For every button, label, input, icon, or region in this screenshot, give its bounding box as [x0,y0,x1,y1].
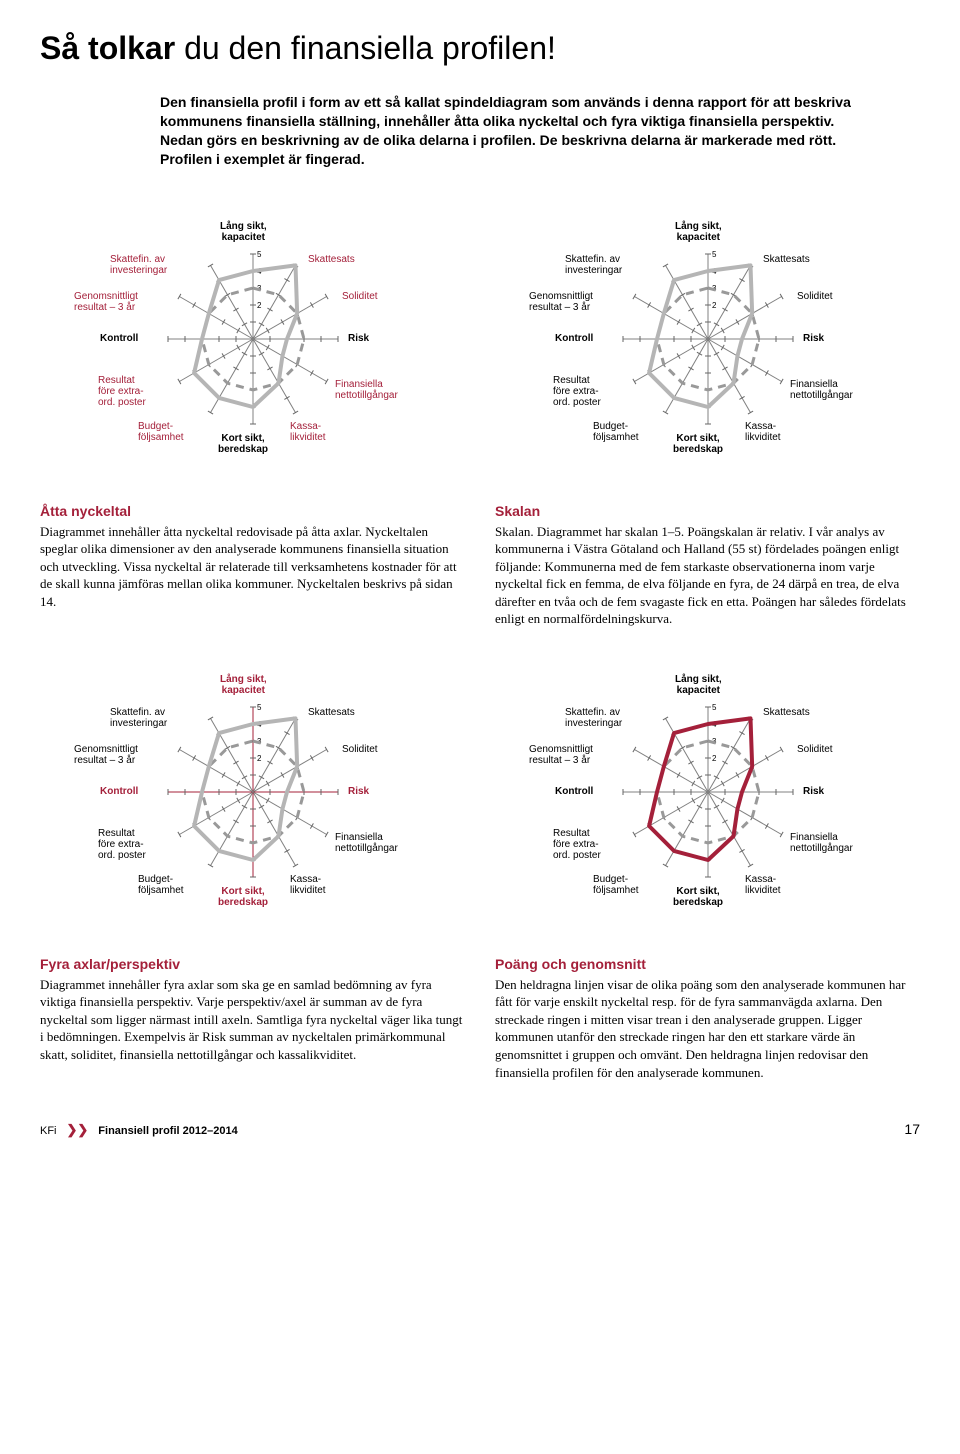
footer-page-number: 17 [904,1121,920,1137]
radar-axis-label: Budget- följsamhet [138,874,184,896]
radar-axis-label: Skattesats [763,254,810,265]
radar-axis-label: Kassa- likviditet [290,874,326,896]
radar-axis-label: Skattefin. av investeringar [110,254,167,276]
chart-cell-2: 2345Lång sikt, kapacitetSkattesatsSolidi… [495,199,920,479]
radar-axis-label: Lång sikt, kapacitet [220,221,267,243]
radar-axis-label: Resultat före extra- ord. poster [98,828,146,861]
svg-text:2: 2 [257,754,262,763]
radar-axis-label: Finansiella nettotillgångar [790,379,853,401]
text-row-2: Fyra axlar/perspektiv Diagrammet innehål… [40,956,920,1081]
page-title-bold: Så tolkar [40,30,175,66]
page-footer: KFi ❯❯ Finansiell profil 2012–2014 17 [40,1121,920,1138]
intro-paragraph: Den finansiella profil i form av ett så … [160,93,860,169]
radar-axis-label: Finansiella nettotillgångar [790,832,853,854]
chart-cell-4: 2345Lång sikt, kapacitetSkattesatsSolidi… [495,652,920,932]
radar-axis-label: Kontroll [555,786,593,797]
svg-text:2: 2 [712,754,717,763]
radar-axis-label: Skattesats [308,254,355,265]
radar-axis-label: Risk [803,333,824,344]
svg-text:5: 5 [257,250,262,259]
body-poang: Den heldragna linjen visar de olika poän… [495,976,920,1081]
radar-axis-label: Risk [348,333,369,344]
radar-axis-label: Kontroll [100,786,138,797]
radar-axis-label: Resultat före extra- ord. poster [553,375,601,408]
radar-axis-label: Budget- följsamhet [138,421,184,443]
footer-brackets-icon: ❯❯ [67,1122,89,1138]
radar-axis-label: Genomsnittligt resultat – 3 år [74,744,138,766]
radar-axis-label: Resultat före extra- ord. poster [553,828,601,861]
svg-text:2: 2 [712,301,717,310]
radar-axis-label: Kassa- likviditet [745,874,781,896]
radar-axis-label: Kort sikt, beredskap [218,433,268,455]
radar-axis-label: Resultat före extra- ord. poster [98,375,146,408]
heading-axlar: Fyra axlar/perspektiv [40,956,465,972]
svg-text:5: 5 [257,703,262,712]
radar-axis-label: Risk [348,786,369,797]
radar-axis-label: Budget- följsamhet [593,874,639,896]
radar-axis-label: Lång sikt, kapacitet [675,674,722,696]
radar-axis-label: Finansiella nettotillgångar [335,379,398,401]
chart-cell-3: 2345Lång sikt, kapacitetSkattesatsSolidi… [40,652,465,932]
radar-axis-label: Budget- följsamhet [593,421,639,443]
footer-kfi: KFi [40,1125,57,1137]
svg-text:5: 5 [712,250,717,259]
radar-axis-label: Skattefin. av investeringar [110,707,167,729]
radar-axis-label: Kort sikt, beredskap [673,433,723,455]
radar-axis-label: Risk [803,786,824,797]
radar-axis-label: Lång sikt, kapacitet [220,674,267,696]
radar-axis-label: Kontroll [100,333,138,344]
radar-axis-label: Finansiella nettotillgångar [335,832,398,854]
radar-axis-label: Genomsnittligt resultat – 3 år [529,744,593,766]
radar-axis-label: Kort sikt, beredskap [218,886,268,908]
radar-axis-label: Kassa- likviditet [745,421,781,443]
radar-axis-label: Soliditet [342,744,378,755]
heading-poang: Poäng och genomsnitt [495,956,920,972]
heading-nyckeltal: Åtta nyckeltal [40,503,465,519]
radar-axis-label: Skattesats [763,707,810,718]
chart-row-2: 2345Lång sikt, kapacitetSkattesatsSolidi… [40,652,920,932]
radar-axis-label: Kontroll [555,333,593,344]
svg-text:5: 5 [712,703,717,712]
radar-axis-label: Kort sikt, beredskap [673,886,723,908]
body-skalan: Skalan. Diagrammet har skalan 1–5. Poäng… [495,523,920,628]
radar-axis-label: Skattesats [308,707,355,718]
chart-row-1: 2345Lång sikt, kapacitetSkattesatsSolidi… [40,199,920,479]
radar-axis-label: Soliditet [797,744,833,755]
radar-axis-label: Skattefin. av investeringar [565,254,622,276]
page-title-rest: du den finansiella profilen! [175,30,556,66]
chart-cell-1: 2345Lång sikt, kapacitetSkattesatsSolidi… [40,199,465,479]
body-nyckeltal: Diagrammet innehåller åtta nyckeltal red… [40,523,465,611]
text-row-1: Åtta nyckeltal Diagrammet innehåller ått… [40,503,920,628]
body-axlar: Diagrammet innehåller fyra axlar som ska… [40,976,465,1064]
radar-axis-label: Soliditet [342,291,378,302]
radar-axis-label: Lång sikt, kapacitet [675,221,722,243]
footer-title: Finansiell profil 2012–2014 [98,1125,237,1137]
page-title: Så tolkar du den finansiella profilen! [40,30,920,67]
radar-axis-label: Kassa- likviditet [290,421,326,443]
svg-text:2: 2 [257,301,262,310]
radar-axis-label: Genomsnittligt resultat – 3 år [74,291,138,313]
radar-axis-label: Soliditet [797,291,833,302]
heading-skalan: Skalan [495,503,920,519]
radar-axis-label: Skattefin. av investeringar [565,707,622,729]
radar-axis-label: Genomsnittligt resultat – 3 år [529,291,593,313]
